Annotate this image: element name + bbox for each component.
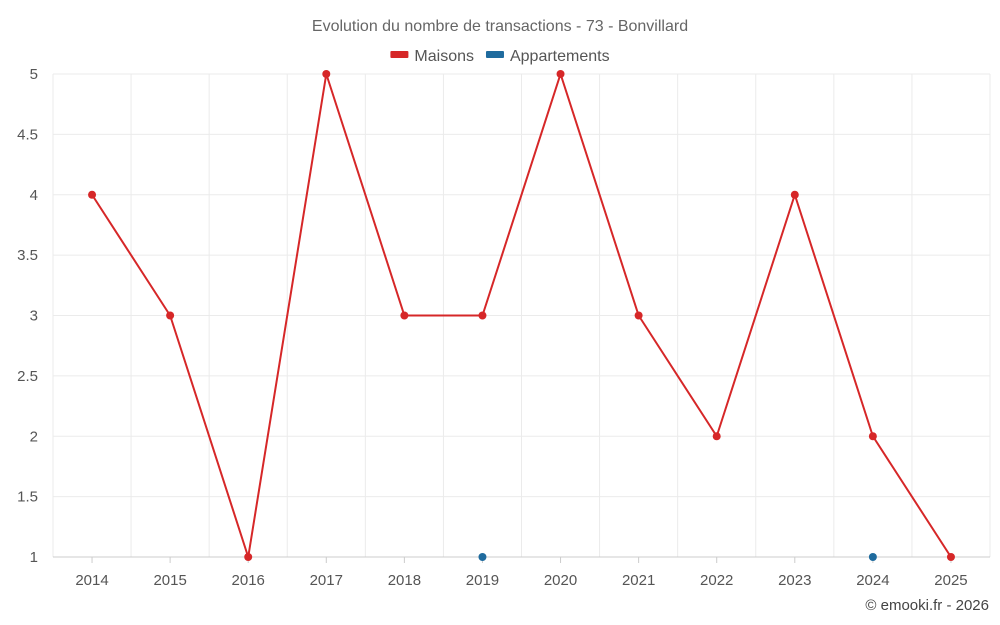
- x-tick-label: 2018: [388, 572, 421, 589]
- data-point[interactable]: [868, 432, 877, 441]
- data-point[interactable]: [478, 553, 487, 561]
- data-point[interactable]: [946, 553, 955, 561]
- data-point[interactable]: [634, 311, 643, 320]
- grid: [52, 73, 991, 558]
- y-tick-label: 5: [30, 66, 38, 83]
- x-tick-label: 2014: [75, 572, 108, 589]
- y-tick-label: 2: [30, 428, 38, 445]
- chart-title: Evolution du nombre de transactions - 73…: [312, 18, 688, 35]
- x-tick-label: 2016: [232, 572, 265, 589]
- series-appartements: [478, 553, 877, 561]
- y-tick-label: 3: [30, 308, 38, 325]
- y-tick-label: 4.5: [17, 126, 38, 143]
- data-point[interactable]: [244, 553, 253, 561]
- y-axis: 1 1.5 2 2.5 3 3.5 4 4.5 5: [17, 66, 38, 566]
- y-tick-label: 2.5: [17, 368, 38, 385]
- legend-swatch[interactable]: [390, 51, 409, 58]
- series-maisons: [88, 70, 955, 561]
- x-tick-label: 2022: [700, 572, 733, 589]
- x-axis: 2014 2015 2016 2017 2018 2019 2020 2021 2022 2023…: [75, 557, 968, 589]
- x-tick-label: 2019: [466, 572, 499, 589]
- x-tick-label: 2017: [310, 572, 343, 589]
- legend: Maisons Appartements: [390, 48, 610, 65]
- x-tick-label: 2024: [856, 572, 889, 589]
- x-tick-label: 2021: [622, 572, 655, 589]
- data-point[interactable]: [868, 553, 877, 561]
- data-point[interactable]: [712, 432, 721, 441]
- series-line: [91, 70, 952, 558]
- data-point[interactable]: [478, 311, 487, 320]
- y-tick-label: 1: [30, 549, 38, 566]
- x-tick-label: 2015: [153, 572, 186, 589]
- x-tick-label: 2020: [544, 572, 577, 589]
- data-point[interactable]: [556, 70, 565, 78]
- y-tick-label: 3.5: [17, 247, 38, 264]
- data-point[interactable]: [166, 311, 175, 320]
- data-point[interactable]: [88, 190, 97, 199]
- legend-label-appartements: Appartements: [510, 48, 610, 65]
- x-tick-label: 2025: [934, 572, 967, 589]
- y-tick-label: 4: [30, 187, 38, 204]
- legend-swatch[interactable]: [485, 51, 504, 58]
- data-point[interactable]: [322, 70, 331, 78]
- y-tick-label: 1.5: [17, 489, 38, 506]
- data-point[interactable]: [400, 311, 409, 320]
- x-tick-label: 2023: [778, 572, 811, 589]
- legend-label-maisons: Maisons: [414, 48, 474, 65]
- data-point[interactable]: [790, 190, 799, 199]
- series-layer: [88, 70, 955, 561]
- credit: © emooki.fr - 2026: [865, 597, 989, 614]
